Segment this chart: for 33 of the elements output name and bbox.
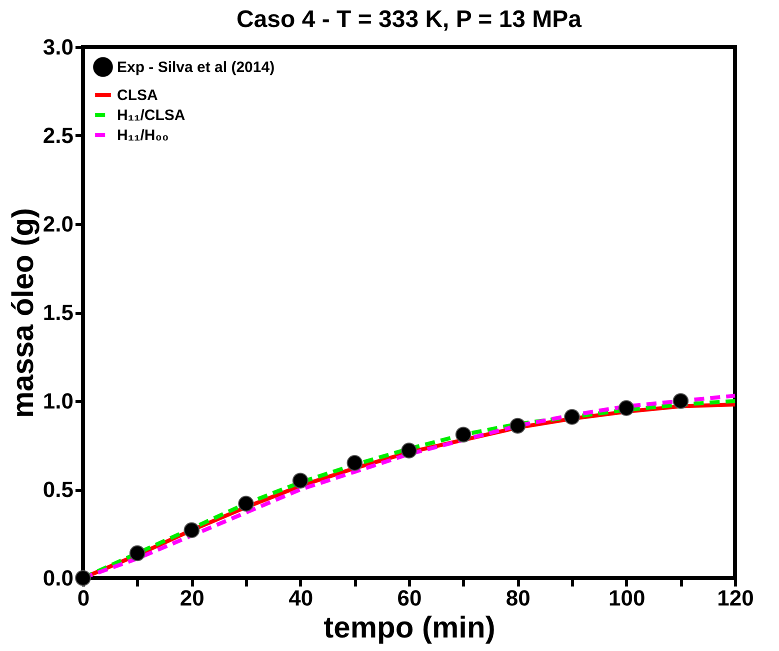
point: [292, 472, 308, 489]
point: [238, 496, 254, 512]
y-axis-title: massa óleo (g): [6, 208, 40, 418]
point: [618, 400, 634, 416]
point: [564, 409, 580, 425]
chart-title: Caso 4 - T = 333 K, P = 13 MPa: [236, 6, 582, 33]
y-tick-label: 2.5: [42, 123, 74, 148]
x-tick-label: 120: [717, 586, 754, 610]
y-tick-label: 1.5: [42, 300, 74, 325]
point: [75, 570, 91, 586]
point: [672, 393, 689, 409]
legend-label: CLSA: [117, 87, 158, 104]
x-tick-label: 80: [506, 586, 530, 610]
x-tick-label: 100: [608, 586, 646, 610]
x-tick-label: 40: [288, 586, 314, 610]
y-tick-label: 3.0: [42, 34, 74, 60]
x-tick-label: 20: [180, 586, 204, 610]
y-tick-label: 2.0: [42, 212, 74, 236]
legend-label: H₁₁/CLSA: [117, 107, 186, 124]
legend-label: H₁₁/H₀₀: [117, 127, 169, 144]
point: [510, 418, 526, 434]
point: [401, 442, 417, 458]
x-tick-label: 0: [77, 586, 90, 610]
point: [346, 455, 363, 471]
x-tick-label: 60: [397, 586, 422, 610]
point: [129, 545, 146, 562]
y-tick-label: 1.0: [42, 388, 74, 414]
point: [455, 426, 472, 443]
x-axis-title: tempo (min): [324, 612, 496, 644]
point: [184, 522, 200, 538]
legend-label: Exp - Silva et al (2014): [117, 59, 275, 76]
y-tick-label: 0.5: [42, 477, 74, 502]
y-tick-label: 0.0: [42, 566, 74, 590]
